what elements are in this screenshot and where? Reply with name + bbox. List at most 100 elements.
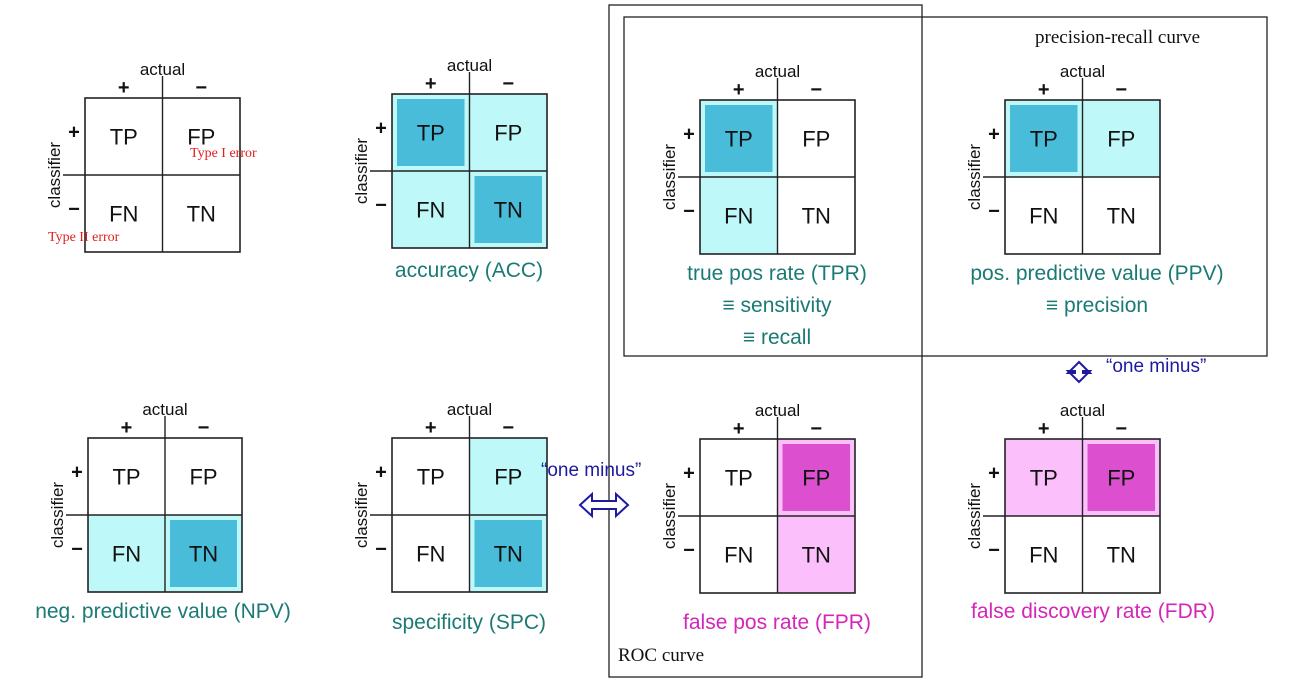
precision-recall-curve-box [623,16,1268,357]
actual-minus-label: − [1115,79,1127,101]
actual-minus-label: − [1115,418,1127,440]
classifier-plus-label: + [683,463,695,485]
cell-label-fp: FP [1107,127,1135,152]
actual-minus-label: − [502,73,514,95]
cell-core-tp [397,99,465,166]
actual-plus-label: + [733,79,745,101]
actual-axis-label: actual [1060,62,1105,81]
classifier-plus-label: + [375,118,387,140]
type-two-error-label: Type II error [48,230,120,245]
classifier-minus-label: − [683,201,695,223]
actual-axis-label: actual [1060,401,1105,420]
cell-highlight-tn [777,516,855,593]
cell-label-tn: TN [494,542,523,567]
cell-core-tp [1010,105,1078,172]
actual-plus-label: + [1038,79,1050,101]
cell-label-fp: FP [802,466,830,491]
actual-axis-label: actual [140,60,185,79]
cell-label-tp: TP [110,125,138,150]
cell-label-fn: FN [1029,204,1058,229]
cell-highlight-fn [700,177,778,254]
classifier-axis-label: classifier [45,142,64,208]
cell-label-fp: FP [189,465,217,490]
matrix-title-fdr: false discovery rate (FDR) [971,600,1215,623]
cell-label-tn: TN [1107,543,1136,568]
actual-axis-label: actual [447,400,492,419]
matrix-title-accuracy: accuracy (ACC) [394,259,544,282]
classifier-axis-label: classifier [660,483,679,549]
cell-core-tn [474,176,542,243]
cell-label-tn: TN [802,543,831,568]
classifier-plus-label: + [683,124,695,146]
classifier-minus-label: − [71,539,83,561]
precision-recall-curve-label: precision-recall curve [1035,27,1201,48]
actual-plus-label: + [118,77,130,99]
classifier-axis-label: classifier [352,482,371,548]
cell-label-tp: TP [725,127,753,152]
actual-axis-label: actual [447,56,492,75]
cell-label-fn: FN [416,542,445,567]
cell-label-tp: TP [725,466,753,491]
cell-highlight-tp [1005,439,1083,516]
type-one-error-label: Type I error [190,146,257,161]
cell-label-tp: TP [112,465,140,490]
matrix-title-fpr: false pos rate (FPR) [683,611,871,634]
cell-highlight-fn [88,515,165,592]
actual-plus-label: + [425,73,437,95]
cell-label-tp: TP [417,121,445,146]
actual-plus-label: + [425,417,437,439]
actual-plus-label: + [733,418,745,440]
actual-minus-label: − [810,418,822,440]
cell-core-fp [1087,444,1155,511]
cell-label-tn: TN [189,542,218,567]
cell-label-tp: TP [1030,127,1058,152]
cell-label-tp: TP [417,465,445,490]
matrix-title-npv: neg. predictive value (NPV) [35,600,291,623]
actual-minus-label: − [195,77,207,99]
cell-highlight-fp [469,94,547,171]
classifier-axis-label: classifier [965,144,984,210]
cell-label-fn: FN [724,543,753,568]
cell-label-tn: TN [494,198,523,223]
classifier-axis-label: classifier [660,144,679,210]
classifier-minus-label: − [375,195,387,217]
cell-label-fp: FP [802,127,830,152]
cell-label-fn: FN [416,198,445,223]
one-minus-arrow-vertical [1065,360,1093,384]
cell-core-tp [705,105,773,172]
actual-minus-label: − [502,417,514,439]
actual-minus-label: − [810,79,822,101]
classifier-minus-label: − [988,540,1000,562]
matrix-title-specificity: specificity (SPC) [391,611,547,634]
cell-label-tn: TN [1107,204,1136,229]
classifier-minus-label: − [988,201,1000,223]
classifier-plus-label: + [988,124,1000,146]
matrix-title-tpr: true pos rate (TPR) [687,262,867,285]
cell-core-fp [782,444,850,511]
matrix-title-ppv: pos. predictive value (PPV) [970,262,1224,285]
roc-curve-box [608,4,923,678]
one-minus-arrow-horizontal [578,491,630,519]
classifier-axis-label: classifier [48,482,67,548]
cell-highlight-fp [1082,100,1160,177]
roc-curve-label: ROC curve [618,645,705,666]
cell-label-fn: FN [112,542,141,567]
cell-label-fp: FP [1107,466,1135,491]
cell-label-fn: FN [1029,543,1058,568]
classifier-plus-label: + [71,462,83,484]
classifier-minus-label: − [68,199,80,221]
cell-highlight-fn [392,171,470,248]
cell-label-tn: TN [187,202,216,227]
matrix-title-ppv-line2: ≡ precision [1045,294,1149,317]
classifier-plus-label: + [68,122,80,144]
one-minus-label-horizontal: “one minus” [541,460,642,481]
actual-minus-label: − [198,417,210,439]
